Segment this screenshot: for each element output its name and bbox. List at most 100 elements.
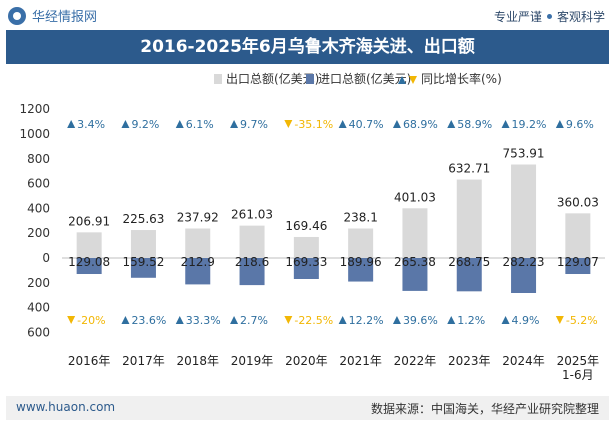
x-category-label: 2024年 — [502, 354, 545, 368]
x-category-label: 2023年 — [448, 354, 491, 368]
export-bar — [239, 225, 265, 258]
import-growth-rate: 4.9% — [512, 314, 540, 327]
down-triangle-icon — [284, 120, 293, 128]
data-source: 数据来源：中国海关，华经产业研究院整理 — [370, 402, 599, 416]
up-triangle-icon — [338, 316, 347, 324]
export-growth-rate: -35.1% — [294, 118, 333, 131]
export-value-label: 632.71 — [448, 162, 490, 176]
up-triangle-icon — [67, 120, 76, 128]
import-bar — [293, 258, 319, 279]
x-category-label: 2020年 — [285, 354, 328, 368]
export-growth-rate: 6.1% — [186, 118, 214, 131]
y-tick-label: 800 — [27, 152, 50, 166]
export-growth-rate: 9.7% — [240, 118, 268, 131]
top-bar: 华经情报网 专业严谨 客观科学 — [0, 0, 615, 30]
bullet-dot-icon — [546, 14, 552, 19]
export-bar — [130, 230, 156, 258]
website-link[interactable]: www.huaon.com — [16, 400, 116, 414]
export-bar — [402, 208, 428, 258]
brand-name: 华经情报网 — [32, 10, 98, 25]
export-value-label: 360.03 — [557, 195, 599, 209]
export-value-label: 237.92 — [177, 210, 219, 224]
export-value-label: 206.91 — [68, 214, 110, 228]
import-growth-rate: 2.7% — [240, 314, 268, 327]
export-bar — [76, 232, 102, 258]
up-triangle-icon — [447, 316, 456, 324]
y-tick-label: 1200 — [19, 102, 50, 116]
export-value-label: 238.1 — [343, 210, 377, 224]
up-triangle-icon — [392, 120, 401, 128]
legend-swatch-1 — [214, 74, 222, 84]
legend-label-3: 同比增长率(%) — [421, 71, 502, 86]
up-triangle-icon — [392, 316, 401, 324]
import-growth-rate: 33.3% — [186, 314, 221, 327]
y-tick-label: 600 — [27, 177, 50, 191]
export-growth-rate: 3.4% — [77, 118, 105, 131]
huajing-logo-icon — [8, 6, 26, 25]
up-triangle-icon — [121, 316, 130, 324]
up-triangle-icon — [338, 120, 347, 128]
up-triangle-icon — [121, 120, 130, 128]
x-category-label: 2025年 — [557, 354, 600, 368]
x-category-label: 2017年 — [122, 354, 165, 368]
export-growth-rate: 9.2% — [131, 118, 159, 131]
import-growth-rate: -22.5% — [294, 314, 333, 327]
import-bar — [76, 258, 102, 275]
x-category-label: 1-6月 — [562, 368, 594, 382]
import-value-label: 282.23 — [503, 255, 545, 269]
legend-label-1: 出口总额(亿美元) — [226, 71, 319, 86]
up-triangle-icon — [175, 316, 184, 324]
export-growth-rate: 40.7% — [349, 118, 384, 131]
brand: 华经情报网 — [8, 6, 97, 25]
tagline: 专业严谨 客观科学 — [494, 8, 605, 25]
import-value-label: 169.33 — [285, 255, 327, 269]
down-triangle-icon — [67, 316, 76, 324]
export-value-label: 261.03 — [231, 208, 273, 222]
y-tick-label: 200 — [27, 226, 50, 240]
import-bar — [239, 258, 265, 286]
y-tick-label: 1000 — [19, 127, 50, 141]
up-triangle-icon — [175, 120, 184, 128]
export-bar — [511, 164, 537, 258]
down-triangle-icon — [284, 316, 293, 324]
export-growth-rate: 9.6% — [566, 118, 594, 131]
import-value-label: 129.08 — [68, 255, 110, 269]
up-triangle-icon — [230, 316, 239, 324]
import-growth-rate: -5.2% — [566, 314, 598, 327]
export-bar — [185, 228, 211, 258]
legend-down-triangle-icon — [409, 76, 417, 84]
x-category-label: 2021年 — [339, 354, 382, 368]
import-bar — [402, 258, 428, 291]
import-bar — [511, 258, 537, 293]
export-value-label: 401.03 — [394, 190, 436, 204]
up-triangle-icon — [555, 120, 564, 128]
legend-up-triangle-icon — [398, 76, 406, 84]
y-tick-label: 200 — [27, 276, 50, 290]
import-growth-rate: 1.2% — [457, 314, 485, 327]
import-growth-rate: 12.2% — [349, 314, 384, 327]
import-value-label: 268.75 — [448, 255, 490, 269]
export-value-label: 169.46 — [285, 219, 327, 233]
import-bar — [565, 258, 591, 275]
import-value-label: 129.07 — [557, 255, 599, 269]
import-value-label: 265.38 — [394, 255, 436, 269]
export-growth-rate: 68.9% — [403, 118, 438, 131]
legend-swatch-2 — [306, 74, 314, 84]
y-tick-label: 600 — [27, 325, 50, 339]
x-category-label: 2022年 — [394, 354, 437, 368]
legend-label-2: 进口总额(亿美元) — [318, 71, 411, 86]
chart-title: 2016-2025年6月乌鲁木齐海关进、出口额 — [6, 30, 609, 64]
import-growth-rate: -20% — [77, 314, 105, 327]
export-bar — [348, 228, 374, 258]
export-growth-rate: 58.9% — [457, 118, 492, 131]
export-bar — [565, 213, 591, 258]
y-tick-label: 400 — [27, 301, 50, 315]
down-triangle-icon — [555, 316, 564, 324]
import-value-label: 189.96 — [340, 255, 382, 269]
up-triangle-icon — [230, 120, 239, 128]
footer: www.huaon.com 数据来源：中国海关，华经产业研究院整理 — [6, 396, 609, 420]
import-value-label: 212.9 — [181, 255, 215, 269]
import-growth-rate: 23.6% — [131, 314, 166, 327]
import-growth-rate: 39.6% — [403, 314, 438, 327]
